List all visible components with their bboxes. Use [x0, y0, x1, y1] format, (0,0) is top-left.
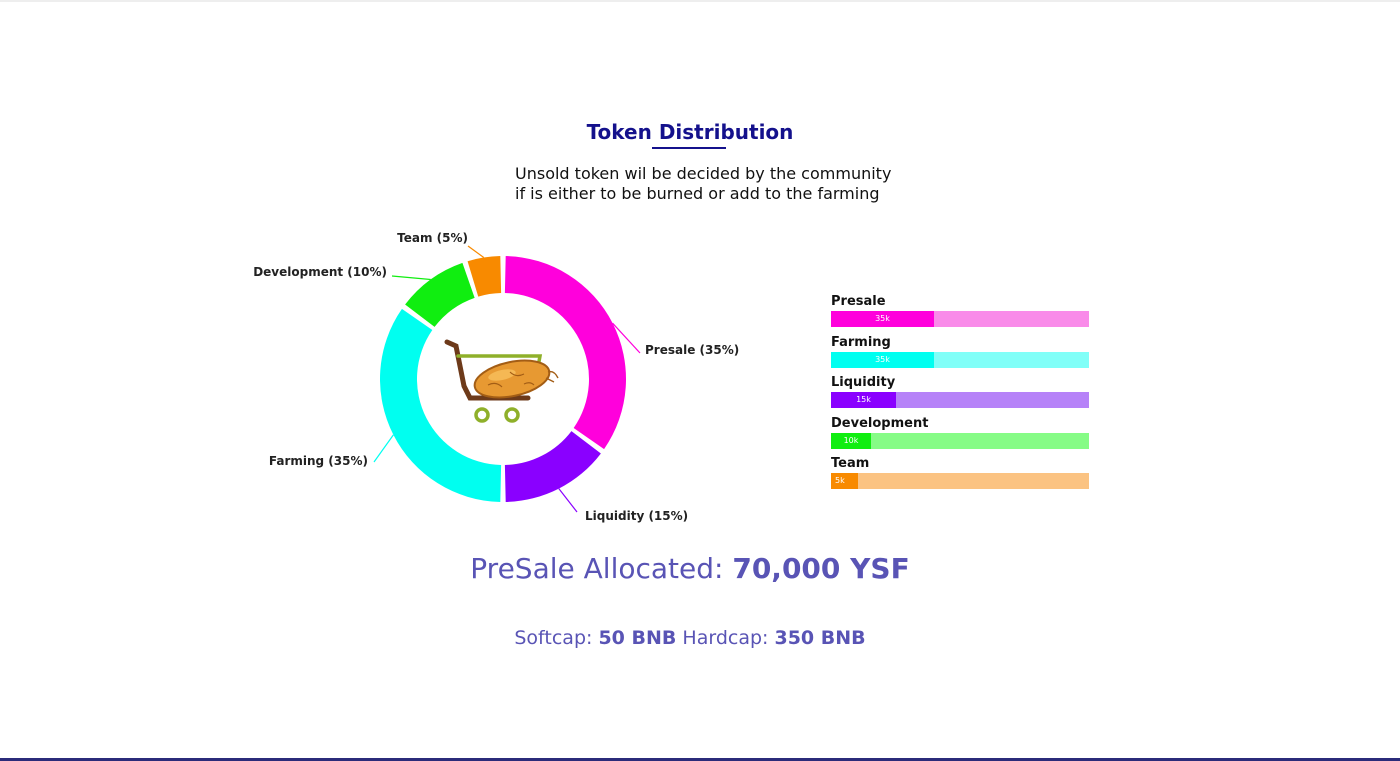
slice-label-development: Development (10%)	[253, 265, 387, 279]
donut-slice-team	[467, 256, 502, 297]
presale-label: PreSale Allocated:	[470, 552, 733, 585]
bar-track-team: 5k	[831, 473, 1089, 489]
bar-row-liquidity: Liquidity 15k	[831, 375, 1089, 416]
bar-track-development: 10k	[831, 432, 1089, 449]
leader-line-presale	[612, 322, 641, 354]
hardcap-value: 350 BNB	[774, 627, 866, 649]
donut-slice-presale	[504, 256, 627, 450]
bar-value-farming: 35k	[875, 354, 890, 364]
bar-row-team: Team 5k	[831, 456, 1089, 497]
bar-value-development: 10k	[843, 435, 859, 445]
bottom-divider	[0, 758, 1400, 761]
bar-label-presale: Presale	[831, 294, 886, 309]
shopping-cart-with-sweet-potato-icon	[444, 339, 559, 423]
bar-fill-team	[831, 473, 858, 489]
section-subtitle: Unsold token wil be decided by the commu…	[515, 164, 891, 204]
title-underline	[652, 147, 726, 149]
subtitle-line-2: if is either to be burned or add to the …	[515, 184, 880, 203]
bar-row-development: Development 10k	[831, 416, 1089, 457]
bar-track-liquidity: 15k	[831, 392, 1089, 408]
bar-track-farming: 35k	[831, 351, 1089, 368]
bar-label-liquidity: Liquidity	[831, 375, 896, 390]
leader-line-liquidity	[558, 488, 578, 513]
bar-fill-presale	[831, 311, 934, 327]
bar-row-presale: Presale 35k	[831, 294, 1089, 335]
top-divider	[0, 0, 1400, 2]
bar-fill-development	[831, 432, 871, 449]
slice-label-team: Team (5%)	[397, 231, 468, 245]
slice-label-presale: Presale (35%)	[645, 343, 739, 357]
donut-slice-development	[405, 262, 475, 327]
cap-summary: Softcap: 50 BNB Hardcap: 350 BNB	[0, 627, 1380, 649]
bar-row-farming: Farming 35k	[831, 335, 1089, 376]
bar-track-presale: 35k	[831, 311, 1089, 327]
bar-label-team: Team	[831, 456, 870, 471]
bar-fill-liquidity	[831, 392, 896, 408]
bar-label-development: Development	[831, 415, 929, 431]
subtitle-line-1: Unsold token wil be decided by the commu…	[515, 164, 892, 183]
presale-allocation: PreSale Allocated: 70,000 YSF	[0, 552, 1380, 585]
donut-slice-liquidity	[504, 431, 601, 502]
softcap-value: 50 BNB	[598, 627, 677, 649]
bar-label-farming: Farming	[831, 334, 891, 350]
donut-slice-farming	[379, 308, 502, 502]
allocation-bar-list: Presale 35k Farming 35k Liquidity 15k Developm…	[831, 294, 1089, 497]
bar-value-team: 5k	[835, 476, 845, 485]
slice-label-farming: Farming (35%)	[269, 454, 368, 468]
bar-value-presale: 35k	[875, 314, 890, 323]
slice-label-liquidity: Liquidity (15%)	[585, 509, 688, 523]
hardcap-label: Hardcap:	[676, 627, 775, 649]
leader-line-farming	[373, 434, 394, 463]
bar-value-liquidity: 15k	[856, 395, 871, 404]
section-title: Token Distribution	[586, 120, 794, 144]
softcap-label: Softcap:	[514, 627, 599, 649]
bar-fill-farming	[831, 351, 934, 368]
presale-value: 70,000 YSF	[732, 552, 910, 585]
leader-line-development	[391, 275, 431, 281]
leader-line-team	[467, 245, 485, 258]
